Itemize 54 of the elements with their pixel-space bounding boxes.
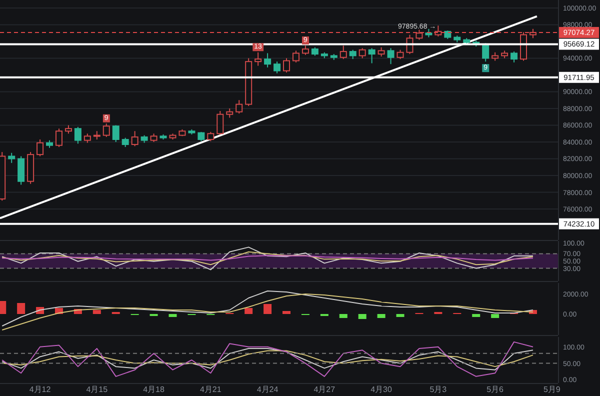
bar	[358, 314, 366, 319]
x-tick-label: 5月3	[430, 385, 448, 394]
line-series	[2, 246, 534, 270]
candlestick	[8, 152, 16, 164]
candlestick	[274, 61, 281, 74]
candlestick	[131, 130, 138, 147]
x-tick-label: 4月18	[143, 385, 166, 394]
x-tick-label: 5月6	[486, 385, 504, 394]
x-tick-label: 4月27	[314, 385, 336, 394]
candlestick	[349, 49, 356, 60]
bar	[168, 314, 177, 317]
candlestick	[55, 128, 62, 148]
bar	[472, 314, 480, 317]
bar	[264, 304, 272, 314]
candlestick	[74, 126, 82, 144]
line-series	[2, 341, 534, 377]
bar	[244, 308, 253, 314]
candlestick	[84, 133, 91, 144]
line-series	[2, 251, 534, 266]
candlestick	[18, 156, 25, 186]
candlestick	[378, 46, 385, 58]
x-tick-label: 4月15	[86, 385, 108, 394]
candlestick	[283, 58, 290, 73]
bar	[377, 314, 386, 318]
candlestick	[226, 108, 234, 118]
candlestick	[340, 45, 347, 60]
x-tick-label: 4月24	[256, 385, 279, 394]
candlestick	[529, 28, 536, 39]
candlestick	[510, 51, 518, 63]
candlestick	[216, 110, 224, 135]
candlestick	[387, 48, 394, 65]
candlestick	[122, 137, 129, 148]
candlestick	[416, 29, 423, 40]
x-tick-label: 4月30	[370, 385, 393, 394]
candlestick	[358, 48, 366, 59]
candlestick	[434, 25, 442, 37]
x-tick-label: 4月12	[29, 385, 52, 394]
x-tick-label: 5月9	[543, 385, 561, 394]
bar	[282, 311, 291, 314]
bar	[491, 314, 500, 318]
candlestick	[264, 52, 272, 68]
candlestick	[396, 49, 404, 60]
bar	[396, 314, 404, 317]
candlestick	[236, 100, 243, 114]
candlestick	[198, 131, 205, 142]
candlestick	[36, 138, 44, 157]
candlestick	[368, 48, 376, 64]
candlestick	[292, 50, 300, 63]
bar	[17, 303, 26, 314]
candlestick	[207, 131, 214, 142]
candlestick	[112, 124, 120, 142]
bar	[339, 314, 348, 318]
x-tick-label: 4月21	[200, 385, 222, 394]
bar	[92, 310, 101, 314]
